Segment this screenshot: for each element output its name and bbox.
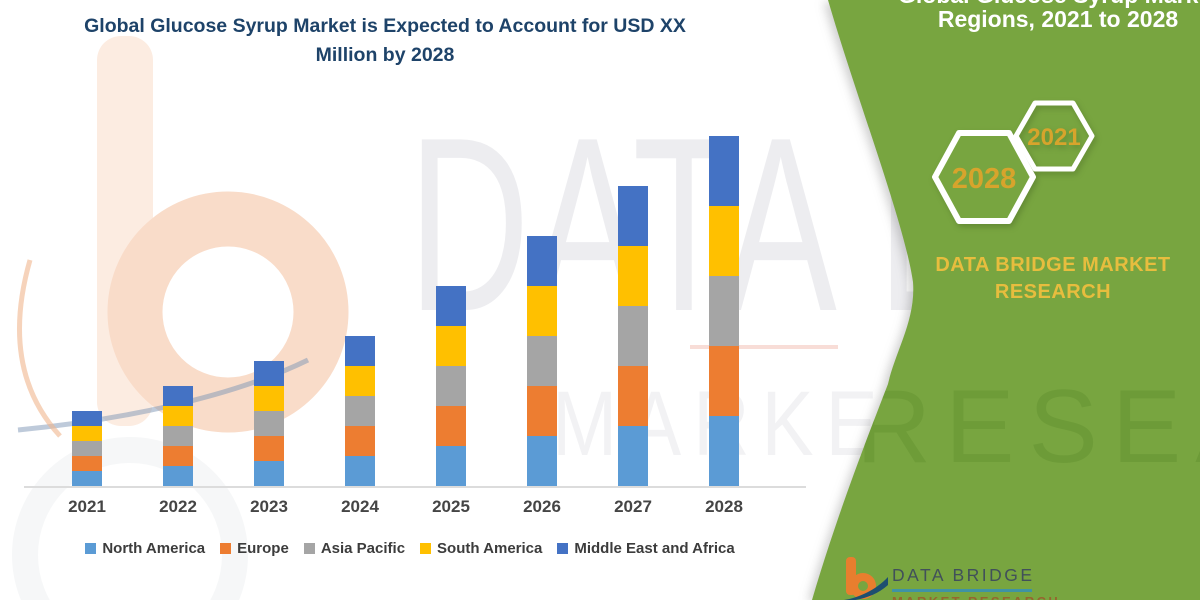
legend-item-north-america: North America xyxy=(85,540,205,557)
bar-2027 xyxy=(618,186,648,486)
legend-label: Asia Pacific xyxy=(320,540,406,557)
bar-2021 xyxy=(72,411,102,486)
legend-swatch-icon xyxy=(303,543,315,554)
chart-title-line2: Million by 2028 xyxy=(315,44,455,66)
footer-logo-b-icon xyxy=(844,557,888,600)
bar-segment-south-america xyxy=(618,246,648,306)
bar-segment-asia-pacific xyxy=(72,441,102,456)
bar-segment-asia-pacific xyxy=(345,396,375,426)
chart-legend: North America Europe Asia Pacific South Ame… xyxy=(15,540,805,557)
watermark-pink-line xyxy=(690,345,838,349)
bar-segment-middle-east-and-africa xyxy=(72,411,102,426)
bar-segment-europe xyxy=(345,426,375,456)
watermark-green-band-text: RESEARCH xyxy=(856,369,1200,485)
hexagon-2028-icon: 2028 xyxy=(932,130,1036,224)
chart-title-line1: Global Glucose Syrup Market is Expected … xyxy=(84,15,686,37)
chart-title: Global Glucose Syrup Market is Expected … xyxy=(60,12,710,70)
bar-segment-south-america xyxy=(254,386,284,411)
x-axis-label-2026: 2026 xyxy=(523,497,561,516)
bar-2024 xyxy=(345,336,375,486)
bar-segment-middle-east-and-africa xyxy=(163,386,193,406)
bar-2025 xyxy=(436,286,466,486)
legend-label: Middle East and Africa xyxy=(574,540,735,557)
bar-2028 xyxy=(709,136,739,486)
x-axis-label-2024: 2024 xyxy=(341,497,379,516)
panel-heading-partial-line: Global Glucose Syrup Market, by xyxy=(898,0,1200,9)
bar-segment-north-america xyxy=(345,456,375,486)
bar-segment-europe xyxy=(163,446,193,466)
footer-logo: DATA BRIDGE MARKET RESEARCH xyxy=(838,555,1068,600)
legend-item-south-america: South America xyxy=(420,540,542,557)
bar-segment-middle-east-and-africa xyxy=(254,361,284,386)
bar-segment-south-america xyxy=(709,206,739,276)
bar-2022 xyxy=(163,386,193,486)
x-axis-labels: 2021 2022 2023 2024 2025 2026 2027 2028 xyxy=(0,497,810,521)
bar-segment-south-america xyxy=(163,406,193,426)
legend-swatch-icon xyxy=(85,543,97,554)
legend-item-asia-pacific: Asia Pacific xyxy=(303,540,406,557)
x-axis-label-2027: 2027 xyxy=(614,497,652,516)
x-axis-label-2025: 2025 xyxy=(432,497,470,516)
bar-segment-asia-pacific xyxy=(436,366,466,406)
bar-segment-middle-east-and-africa xyxy=(527,236,557,286)
legend-swatch-icon xyxy=(420,543,432,554)
hexagon-years-graphic: 2021 2028 xyxy=(932,100,1095,224)
bar-2023 xyxy=(254,361,284,486)
bar-segment-middle-east-and-africa xyxy=(436,286,466,326)
bar-segment-south-america xyxy=(436,326,466,366)
watermark-logo-b-icon xyxy=(17,36,349,438)
x-axis-label-2021: 2021 xyxy=(68,497,106,516)
legend-item-europe: Europe xyxy=(220,540,289,557)
x-axis-label-2022: 2022 xyxy=(159,497,197,516)
bar-segment-north-america xyxy=(254,461,284,486)
bar-segment-asia-pacific xyxy=(163,426,193,446)
footer-logo-name: DATA BRIDGE xyxy=(892,565,1035,585)
bar-segment-north-america xyxy=(72,471,102,486)
panel-heading-line: Regions, 2021 to 2028 xyxy=(937,6,1179,32)
hexagon-2021-label: 2021 xyxy=(1027,124,1080,151)
bar-segment-middle-east-and-africa xyxy=(709,136,739,206)
bar-segment-asia-pacific xyxy=(618,306,648,366)
legend-swatch-icon xyxy=(557,543,569,554)
bar-segment-asia-pacific xyxy=(254,411,284,436)
bar-segment-europe xyxy=(709,346,739,416)
bar-segment-asia-pacific xyxy=(709,276,739,346)
bar-segment-europe xyxy=(72,456,102,471)
bar-segment-middle-east-and-africa xyxy=(618,186,648,246)
legend-item-middle-east-and-africa: Middle East and Africa xyxy=(557,540,735,557)
footer-logo-underline xyxy=(892,589,1032,592)
bar-segment-europe xyxy=(527,386,557,436)
bar-segment-europe xyxy=(254,436,284,461)
bar-segment-north-america xyxy=(163,466,193,486)
legend-label: North America xyxy=(102,540,206,557)
x-axis-label-2023: 2023 xyxy=(250,497,288,516)
hexagon-2021-icon: 2021 xyxy=(1013,100,1095,172)
legend-label: South America xyxy=(437,540,543,557)
bar-segment-south-america xyxy=(527,286,557,336)
bar-plot-area xyxy=(72,136,739,486)
footer-logo-subtitle: MARKET RESEARCH xyxy=(892,594,1060,600)
x-axis-label-2028: 2028 xyxy=(705,497,743,516)
bar-segment-north-america xyxy=(618,426,648,486)
bar-2026 xyxy=(527,236,557,486)
hexagon-2028-label: 2028 xyxy=(952,163,1017,195)
bar-segment-south-america xyxy=(72,426,102,441)
bar-segment-north-america xyxy=(527,436,557,486)
bar-segment-europe xyxy=(618,366,648,426)
legend-label: Europe xyxy=(237,540,289,557)
bar-segment-north-america xyxy=(436,446,466,486)
bar-segment-south-america xyxy=(345,366,375,396)
bar-segment-asia-pacific xyxy=(527,336,557,386)
bar-segment-north-america xyxy=(709,416,739,486)
x-axis-line xyxy=(24,486,806,488)
bar-segment-europe xyxy=(436,406,466,446)
legend-swatch-icon xyxy=(220,543,232,554)
brand-text: DATA BRIDGE MARKET RESEARCH xyxy=(935,254,1171,303)
bar-segment-middle-east-and-africa xyxy=(345,336,375,366)
